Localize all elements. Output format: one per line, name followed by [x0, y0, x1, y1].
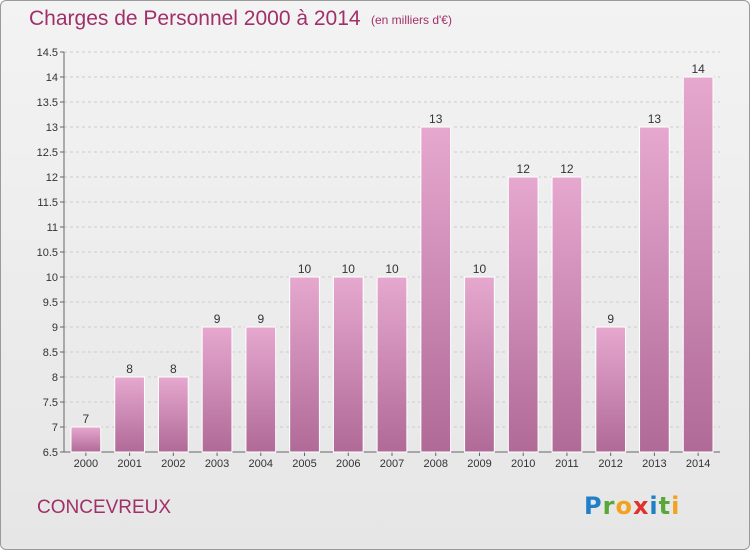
y-tick-label: 7 [52, 422, 58, 434]
logo-letter: i [649, 492, 659, 520]
y-tick-label: 14 [46, 72, 58, 84]
bar [682, 76, 714, 453]
bar-value-label: 9 [257, 312, 264, 326]
x-tick-label: 2011 [555, 458, 579, 470]
bar [245, 326, 277, 453]
bar [157, 376, 189, 453]
y-tick-label: 13 [46, 122, 58, 134]
commune-name: CONCEVREUX [37, 497, 172, 518]
y-tick-label: 12.5 [37, 147, 58, 159]
bar-value-label: 10 [342, 262, 356, 276]
logo-letter: P [584, 492, 603, 520]
y-tick-label: 8.5 [43, 347, 58, 359]
chart-unit: (en milliers d'€) [371, 13, 452, 27]
bar-value-label: 13 [429, 112, 443, 126]
x-tick-label: 2010 [511, 458, 535, 470]
bar-value-label: 14 [691, 62, 705, 76]
bar [507, 176, 539, 453]
bar-value-label: 8 [126, 362, 133, 376]
bar-value-label: 8 [170, 362, 177, 376]
proxiti-logo[interactable]: Proxiti [584, 492, 680, 520]
y-tick-label: 10.5 [37, 247, 58, 259]
y-tick-label: 9 [52, 322, 58, 334]
bar-value-label: 10 [298, 262, 312, 276]
logo-letter: i [671, 492, 681, 520]
bar [114, 376, 145, 453]
y-tick-label: 12 [46, 172, 58, 184]
logo-letter: r [602, 492, 616, 520]
logo-letter: x [632, 492, 650, 520]
bar [289, 276, 320, 453]
x-tick-label: 2014 [686, 458, 710, 470]
y-tick-label: 6.5 [43, 447, 58, 459]
bar [332, 276, 364, 453]
bar-value-label: 12 [517, 162, 531, 176]
y-tick-label: 13.5 [37, 97, 58, 109]
bar-value-label: 9 [607, 312, 614, 326]
chart-title: Charges de Personnel 2000 à 2014 [29, 7, 361, 30]
bar-value-label: 12 [560, 162, 574, 176]
x-tick-label: 2003 [205, 458, 229, 470]
bar [639, 126, 670, 453]
bar-value-label: 10 [385, 262, 399, 276]
bar [464, 276, 495, 453]
bar [595, 326, 627, 453]
bars [70, 76, 714, 453]
y-tick-label: 8 [52, 372, 58, 384]
bar [420, 126, 452, 453]
y-tick-label: 7.5 [43, 397, 58, 409]
y-tick-label: 10 [46, 272, 58, 284]
x-tick-label: 2013 [642, 458, 666, 470]
bar [201, 326, 233, 453]
x-tick-label: 2007 [380, 458, 404, 470]
x-tick-label: 2012 [598, 458, 622, 470]
bar [70, 426, 102, 453]
bar-value-label: 13 [648, 112, 662, 126]
y-tick-label: 14.5 [37, 47, 58, 59]
x-tick-label: 2009 [467, 458, 491, 470]
x-tick-label: 2006 [336, 458, 360, 470]
x-tick-label: 2001 [117, 458, 141, 470]
bar-value-label: 9 [214, 312, 221, 326]
x-tick-label: 2004 [249, 458, 273, 470]
y-tick-label: 11 [47, 222, 58, 234]
y-tick-label: 11.5 [37, 197, 58, 209]
logo-letter: o [615, 492, 633, 520]
bar [376, 276, 408, 453]
bar-value-label: 7 [83, 412, 90, 426]
x-tick-label: 2002 [161, 458, 185, 470]
x-tick-label: 2005 [292, 458, 316, 470]
labels: 6.5 7 7.5 8 8.5 9 9.5 10 10.5 11 11.5 12 12.5 13 13.5 1… [37, 47, 711, 470]
x-tick-label: 2008 [423, 458, 447, 470]
logo-letter: t [658, 492, 672, 520]
x-tick-label: 2000 [74, 458, 98, 470]
bar-value-label: 10 [473, 262, 487, 276]
y-tick-label: 9.5 [43, 297, 58, 309]
bar [551, 176, 583, 453]
